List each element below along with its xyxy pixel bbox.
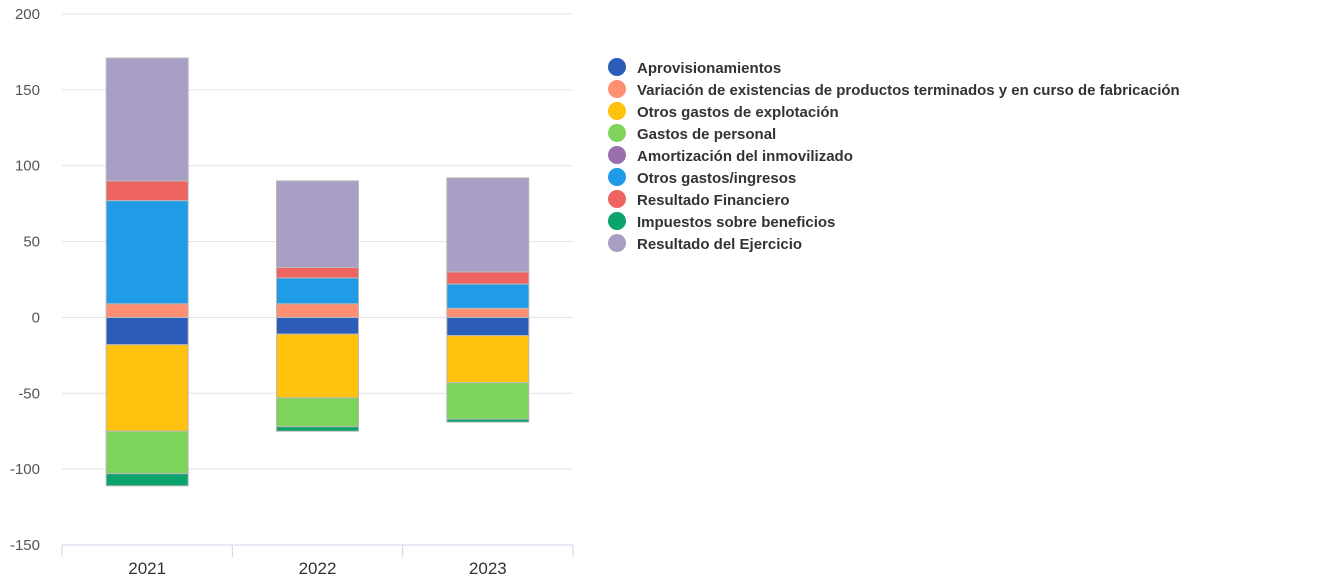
bar-segment[interactable] — [446, 418, 530, 423]
legend-item-label[interactable]: Impuestos sobre beneficios — [637, 214, 835, 231]
bar-segment[interactable] — [105, 57, 189, 182]
bar-segment[interactable] — [105, 303, 189, 318]
legend-item-label[interactable]: Otros gastos/ingresos — [637, 170, 796, 187]
legend-marker — [608, 102, 626, 120]
legend-marker — [608, 190, 626, 208]
bar-segment[interactable] — [446, 271, 530, 285]
legend-marker — [608, 212, 626, 230]
legend: Aprovisionamientos Variación de existenci… — [608, 58, 1180, 253]
x-tick-label: 2021 — [128, 559, 166, 578]
y-tick-label: 150 — [15, 82, 40, 99]
bar-segment[interactable] — [276, 333, 359, 399]
x-axis: 2021 2022 2023 — [61, 544, 574, 578]
bar-segment[interactable] — [446, 177, 530, 273]
legend-item-label[interactable]: Aprovisionamientos — [637, 60, 781, 77]
y-tick-label: 200 — [15, 6, 40, 23]
legend-item-label[interactable]: Otros gastos de explotación — [637, 104, 839, 121]
bar-segment[interactable] — [105, 473, 189, 487]
legend-marker — [608, 80, 626, 98]
x-tick-label: 2023 — [469, 559, 507, 578]
bar-segment[interactable] — [276, 266, 359, 279]
bar-segment[interactable] — [105, 344, 189, 432]
bar-segment[interactable] — [446, 335, 530, 384]
bar-segment[interactable] — [276, 426, 359, 432]
bar-segment[interactable] — [276, 397, 359, 428]
bar-segment[interactable] — [276, 180, 359, 268]
bar-segment[interactable] — [105, 316, 189, 346]
y-tick-label: -150 — [10, 537, 40, 554]
bar-segment[interactable] — [276, 303, 359, 318]
legend-marker — [608, 146, 626, 164]
bar-segment[interactable] — [446, 307, 530, 318]
bar-segment[interactable] — [446, 316, 530, 337]
y-axis: 200 150 100 50 0 -50 -100 -150 — [10, 6, 40, 554]
y-tick-label: 50 — [23, 234, 40, 251]
y-tick-label: 0 — [32, 309, 40, 326]
bar-segment[interactable] — [105, 430, 189, 475]
legend-item-label[interactable]: Resultado del Ejercicio — [637, 236, 802, 253]
y-tick-label: -50 — [18, 385, 40, 402]
legend-marker — [608, 234, 626, 252]
legend-item-label[interactable]: Variación de existencias de productos te… — [637, 82, 1180, 99]
bar-segment[interactable] — [446, 283, 530, 309]
bars — [105, 57, 530, 487]
legend-marker — [608, 124, 626, 142]
y-tick-label: -100 — [10, 461, 40, 478]
bar-segment[interactable] — [105, 200, 189, 305]
legend-item-label[interactable]: Amortización del inmovilizado — [637, 148, 853, 165]
bar-segment[interactable] — [276, 277, 359, 305]
legend-item-label[interactable]: Resultado Financiero — [637, 192, 790, 209]
bar-segment[interactable] — [276, 316, 359, 335]
x-tick-label: 2022 — [299, 559, 337, 578]
y-tick-label: 100 — [15, 158, 40, 175]
legend-item-label[interactable]: Gastos de personal — [637, 126, 776, 143]
legend-marker — [608, 58, 626, 76]
bar-segment[interactable] — [446, 382, 530, 420]
bar-segment[interactable] — [105, 180, 189, 202]
legend-marker — [608, 168, 626, 186]
